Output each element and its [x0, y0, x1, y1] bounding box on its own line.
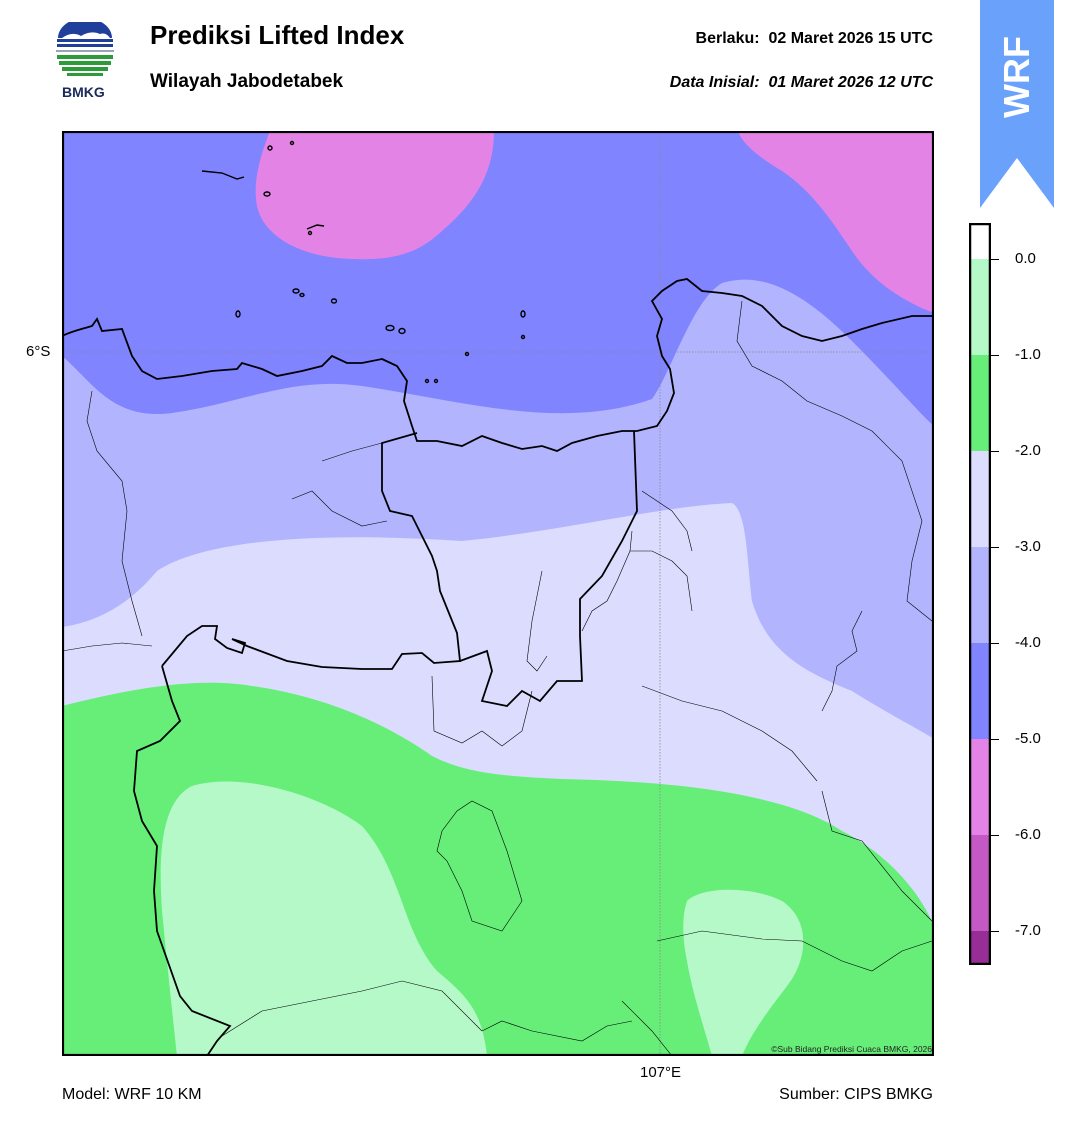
colorbar-tick-4 — [991, 643, 999, 644]
lat-label: 6°S — [26, 343, 51, 360]
colorbar-swatch-5 — [969, 643, 991, 740]
colorbar-label-2: -2.0 — [1015, 442, 1041, 459]
model-label: Model: WRF 10 KM — [62, 1086, 202, 1103]
coastline — [62, 278, 934, 452]
colorbar-tick-5 — [991, 739, 999, 740]
colorbar-swatch-8 — [969, 931, 991, 965]
colorbar-tick-1 — [991, 355, 999, 356]
colorbar-label-7: -7.0 — [1015, 922, 1041, 939]
source-label: Sumber: CIPS BMKG — [779, 1086, 933, 1103]
colorbar-tick-3 — [991, 547, 999, 548]
province-border-west — [161, 432, 461, 670]
bmkg-emblem-icon — [56, 18, 114, 76]
colorbar — [968, 222, 992, 966]
colorbar-tick-6 — [991, 835, 999, 836]
init-time: Data Inisial: 01 Maret 2026 12 UTC — [670, 74, 933, 92]
copyright-text: ©Sub Bidang Prediksi Cuaca BMKG, 2026 — [771, 1044, 932, 1054]
logo-text: BMKG — [62, 84, 105, 100]
colorbar-swatch-1 — [969, 259, 991, 356]
page-title: Prediksi Lifted Index — [150, 20, 405, 50]
colorbar-tick-0 — [991, 259, 999, 260]
province-border-east — [459, 430, 638, 707]
init-time-value: 01 Maret 2026 12 UTC — [768, 74, 933, 91]
map-frame — [62, 131, 934, 1056]
bmkg-logo — [54, 18, 116, 84]
colorbar-label-4: -4.0 — [1015, 634, 1041, 651]
colorbar-label-5: -5.0 — [1015, 730, 1041, 747]
colorbar-label-0: 0.0 — [1015, 250, 1036, 267]
lon-label: 107°E — [640, 1064, 682, 1081]
valid-time-value: 02 Maret 2026 15 UTC — [768, 30, 933, 47]
colorbar-swatch-2 — [969, 355, 991, 452]
band-0-minus1-southeast — [683, 889, 804, 1056]
page-subtitle: Wilayah Jabodetabek — [150, 71, 344, 92]
colorbar-tick-7 — [991, 931, 999, 932]
colorbar-swatch-0 — [969, 223, 991, 260]
init-label: Data Inisial: — [669, 74, 760, 91]
colorbar-tick-2 — [991, 451, 999, 452]
valid-label: Berlaku: — [695, 30, 760, 47]
band-0-minus1-southwest — [160, 781, 487, 1056]
province-border-south — [133, 665, 232, 1056]
band-minus5-minus6-northeast — [738, 131, 934, 313]
colorbar-label-1: -1.0 — [1015, 346, 1041, 363]
islands — [201, 140, 526, 384]
wrf-badge: WRF — [980, 0, 1054, 208]
lifted-index-map — [62, 131, 934, 1056]
wrf-badge-text: WRF — [996, 36, 1037, 118]
colorbar-label-6: -6.0 — [1015, 826, 1041, 843]
colorbar-swatch-7 — [969, 835, 991, 932]
colorbar-label-3: -3.0 — [1015, 538, 1041, 555]
band-minus5-minus6-north — [255, 131, 494, 260]
colorbar-swatches — [968, 222, 992, 966]
colorbar-swatch-6 — [969, 739, 991, 836]
valid-time: Berlaku: 02 Maret 2026 15 UTC — [696, 30, 933, 48]
colorbar-swatch-4 — [969, 547, 991, 644]
district-borders — [62, 300, 933, 1056]
colorbar-swatch-3 — [969, 451, 991, 548]
